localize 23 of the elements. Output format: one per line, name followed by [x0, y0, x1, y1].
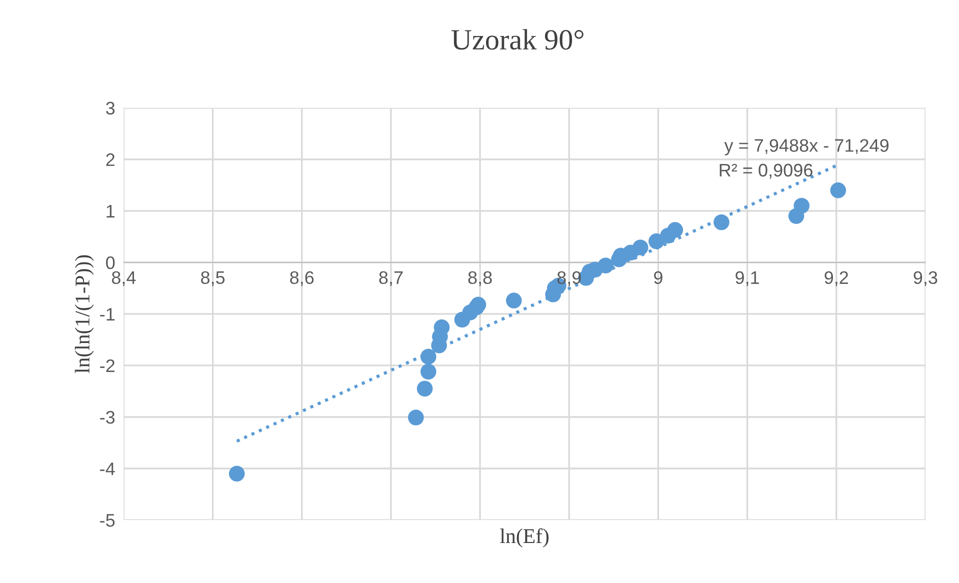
chart-title: Uzorak 90° [451, 29, 584, 50]
x-tick-label: 8,6 [290, 271, 314, 286]
y-tick-label: -3 [100, 410, 115, 424]
x-tick-label: 9 [654, 271, 662, 284]
annotation: R² = 0,9096 [720, 164, 812, 179]
y-tick-label: -1 [100, 308, 114, 320]
x-tick-label: 8,5 [201, 271, 225, 286]
y-tick-label: 3 [106, 102, 115, 115]
y-tick-label: 2 [106, 153, 114, 166]
y-tick-label: 1 [106, 205, 114, 218]
x-tick-label: 8,7 [379, 271, 403, 286]
y-tick-label: -4 [100, 462, 115, 476]
x-axis-title: ln(Ef) [500, 528, 549, 548]
y-axis-title: ln(ln(1/(1-P))) [74, 255, 94, 374]
x-tick-label: 9,1 [736, 271, 759, 286]
annotation: y = 7,9488x - 71,249 [724, 139, 889, 156]
y-tick-label: 0 [106, 256, 115, 270]
y-tick-label: -5 [100, 514, 115, 527]
x-tick-label: 8,4 [112, 271, 136, 286]
x-tick-label: 9,2 [824, 271, 848, 286]
y-tick-label: -2 [100, 359, 114, 372]
x-tick-label: 9,3 [914, 271, 938, 286]
x-tick-label: 8,8 [468, 271, 492, 286]
